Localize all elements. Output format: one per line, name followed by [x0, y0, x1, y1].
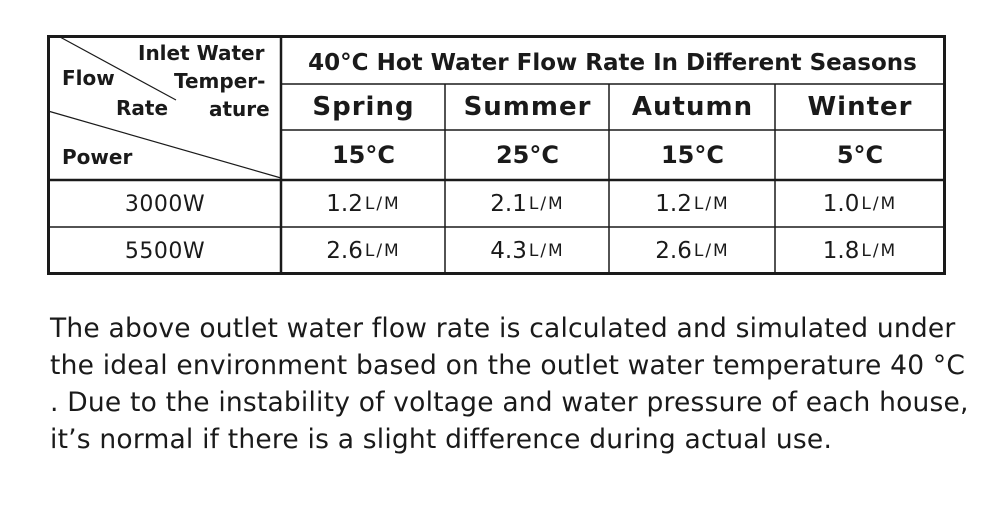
table-cell: 1.2 L/M: [282, 182, 445, 226]
table-cell: 1.2 L/M: [610, 182, 775, 226]
flow-unit: L/M: [861, 194, 898, 214]
rate-label: Rate: [116, 96, 169, 120]
flow-unit: L/M: [528, 194, 565, 214]
temp-autumn: 15°C: [660, 141, 724, 169]
inlet-water-label: Inlet Water: [138, 41, 265, 65]
flow-rate-table: Inlet Water Temper- ature Flow Rate Powe…: [47, 35, 946, 275]
temperature-label-part2: ature: [209, 97, 270, 121]
temp-spring: 15°C: [331, 141, 395, 169]
season-autumn: Autumn: [631, 92, 754, 122]
table-title: 40°C Hot Water Flow Rate In Different Se…: [308, 50, 917, 76]
power-5500w: 5500W: [124, 238, 206, 264]
season-summer: Summer: [463, 92, 592, 122]
temp-summer: 25°C: [495, 141, 559, 169]
temperature-label-part1: Temper-: [174, 69, 266, 93]
table-cell: 2.6 L/M: [610, 229, 775, 273]
flow-label: Flow: [62, 66, 115, 90]
table-cell: 2.1 L/M: [446, 182, 609, 226]
disclaimer-note: The above outlet water flow rate is calc…: [50, 313, 969, 455]
table-cell: 2.6 L/M: [282, 229, 445, 273]
flow-unit: L/M: [528, 241, 565, 261]
flow-unit: L/M: [693, 194, 730, 214]
season-winter: Winter: [807, 92, 913, 122]
power-label: Power: [62, 145, 133, 169]
table-cell: 1.0 L/M: [776, 182, 944, 226]
flow-value: 1.0: [822, 191, 860, 217]
temp-winter: 5°C: [836, 141, 884, 169]
flow-unit: L/M: [364, 241, 401, 261]
table-grid: [47, 35, 946, 275]
table-cell: 1.8 L/M: [776, 229, 944, 273]
power-3000w: 3000W: [124, 191, 206, 217]
table-cell: 4.3 L/M: [446, 229, 609, 273]
flow-unit: L/M: [693, 241, 730, 261]
flow-value: 1.2: [326, 191, 363, 217]
flow-value: 1.8: [822, 238, 860, 264]
flow-unit: L/M: [861, 241, 898, 261]
flow-value: 2.6: [655, 238, 692, 264]
season-spring: Spring: [312, 92, 415, 122]
flow-unit: L/M: [364, 194, 401, 214]
flow-value: 4.3: [490, 238, 527, 264]
flow-value: 2.6: [326, 238, 363, 264]
flow-value: 2.1: [490, 191, 527, 217]
flow-value: 1.2: [655, 191, 692, 217]
